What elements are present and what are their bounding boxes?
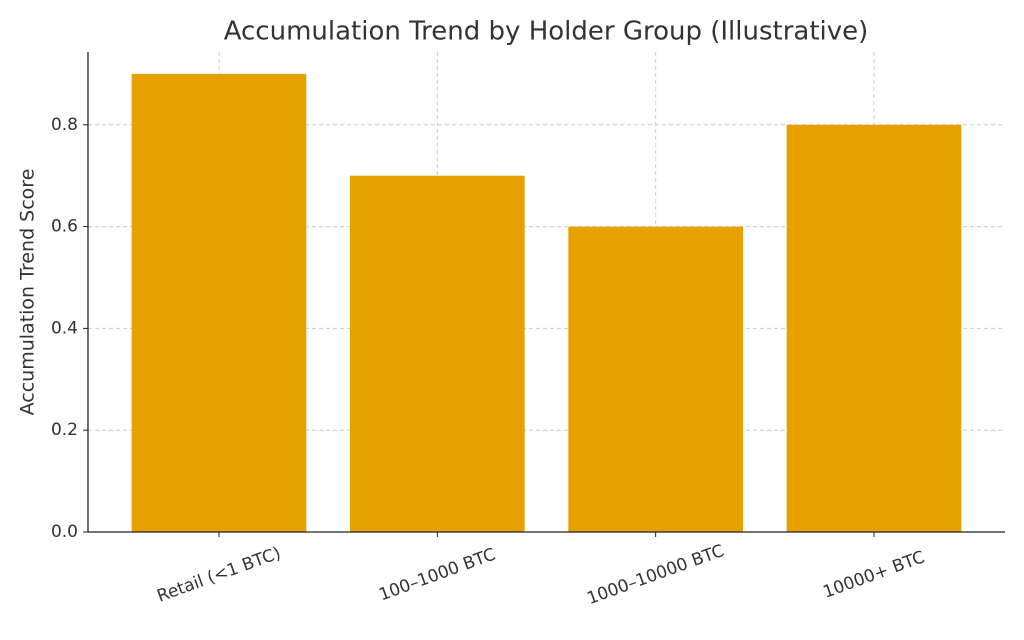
x-tick-label: 10000+ BTC [820,547,927,602]
bar [786,124,962,532]
x-tick-label: Retail (<1 BTC) [154,543,283,606]
bars [131,73,962,532]
bar [131,73,307,532]
bar [568,226,743,532]
bar [350,175,525,532]
chart-title: Accumulation Trend by Holder Group (Illu… [224,17,869,47]
x-tick-label: 1000–10000 BTC [585,541,727,609]
y-tick-label: 0.4 [51,318,78,338]
y-tick-label: 0.0 [51,522,78,542]
x-tick-label: 100–1000 BTC [376,545,498,606]
y-tick-label: 0.6 [51,217,78,237]
y-tick-label: 0.8 [51,115,78,135]
y-tick-label: 0.2 [51,420,78,440]
y-axis-label: Accumulation Trend Score [17,169,39,416]
